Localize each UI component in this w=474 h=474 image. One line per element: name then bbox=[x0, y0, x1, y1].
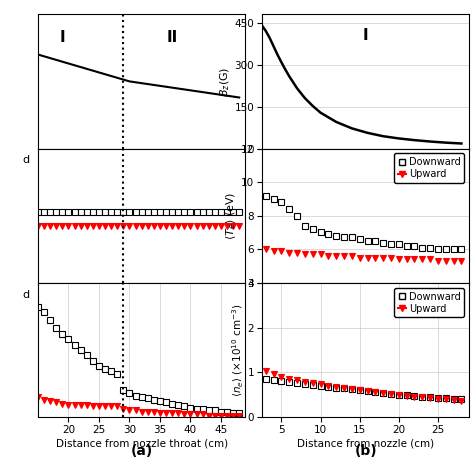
X-axis label: Distance from nozzle throat (cm): Distance from nozzle throat (cm) bbox=[55, 439, 228, 449]
Y-axis label: $\langle n_e\rangle$ ($\times 10^{10}$ cm$^{-3}$): $\langle n_e\rangle$ ($\times 10^{10}$ c… bbox=[231, 303, 246, 397]
Legend: Downward, Upward: Downward, Upward bbox=[394, 154, 465, 183]
Text: (a): (a) bbox=[130, 444, 153, 458]
X-axis label: Distance from nozzle (cm): Distance from nozzle (cm) bbox=[297, 439, 434, 449]
Y-axis label: $B_z$(G): $B_z$(G) bbox=[218, 66, 232, 97]
Legend: Downward, Upward: Downward, Upward bbox=[394, 288, 465, 318]
Text: (b): (b) bbox=[354, 444, 377, 458]
Text: d: d bbox=[22, 155, 29, 165]
Text: II: II bbox=[167, 30, 178, 46]
Y-axis label: $\langle T_e\rangle$ (eV): $\langle T_e\rangle$ (eV) bbox=[225, 191, 238, 240]
Text: I: I bbox=[60, 30, 65, 46]
Text: I: I bbox=[363, 27, 368, 43]
Text: d: d bbox=[22, 290, 29, 300]
